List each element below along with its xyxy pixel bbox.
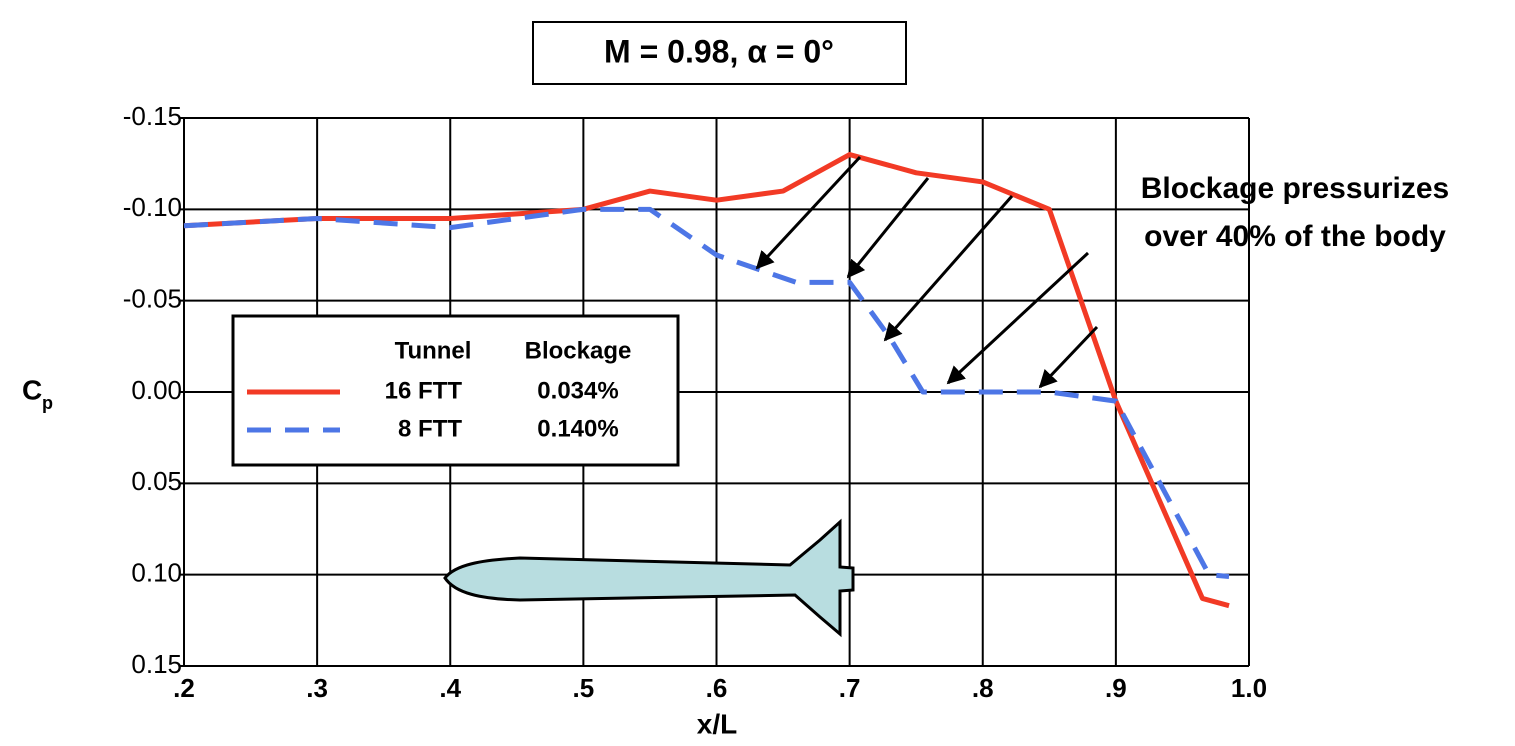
x-tick-label: .6 [706,673,728,703]
arrows [755,155,1099,389]
y-tick-label: 0.00 [131,375,182,405]
annotation: Blockage pressurizes [1141,172,1449,205]
y-tick-label: 0.05 [131,466,182,496]
legend-label: 16 FTT [385,377,463,404]
x-tick-label: .9 [1105,673,1127,703]
arrow [883,195,1014,342]
x-tick-label: .7 [839,673,861,703]
chart-title: M = 0.98, α = 0° [604,33,834,69]
x-tick-label: .4 [439,673,461,703]
x-tick-label: .2 [173,673,195,703]
x-tick-label: .5 [573,673,595,703]
legend: Tunnel Blockage 16 FTT 0.034% 8 FTT 0.140% [231,314,680,467]
series-line [183,152,1230,609]
legend-header: Blockage [525,337,632,364]
y-tick-label: -0.05 [123,284,182,314]
title-box [532,21,907,85]
body-sketch [443,518,855,638]
x-axis-label: x/L [697,708,737,739]
x-tick-label: 1.0 [1231,673,1267,703]
y-tick-label: 0.10 [131,558,182,588]
y-tick-label: -0.10 [123,192,182,222]
arrow [946,251,1090,385]
series-line [183,206,1230,579]
x-tick-label: .8 [972,673,994,703]
legend-label: 8 FTT [398,415,462,442]
annotation: over 40% of the body [1144,220,1446,253]
y-tick-label: -0.15 [123,101,182,131]
legend-header: Tunnel [395,337,472,364]
arrow [846,177,930,279]
legend-blockage: 0.140% [537,415,618,442]
y-axis-label: C [22,374,42,405]
grid: -0.15 -0.10 -0.05 0.00 0.05 0.10 0.15.2 .3 .4 .5.… [123,101,1267,703]
y-tick-label: 0.15 [131,649,182,679]
arrow [755,155,862,270]
x-tick-label: .3 [306,673,328,703]
y-axis-label-subscript: p [42,393,53,413]
lines [183,152,1230,609]
arrow [1038,325,1099,389]
legend-blockage: 0.034% [537,377,618,404]
